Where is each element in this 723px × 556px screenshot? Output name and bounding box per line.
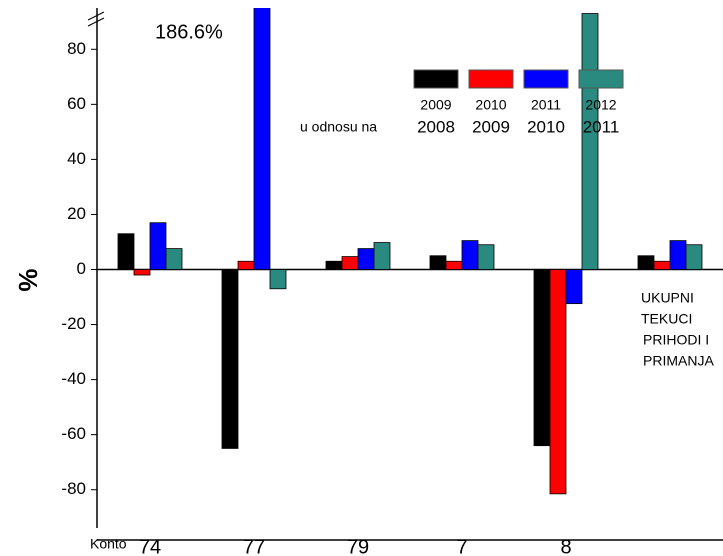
legend-label: 2010 bbox=[475, 97, 506, 113]
y-tick-label: -80 bbox=[61, 479, 86, 498]
bar bbox=[133, 269, 151, 276]
legend-swatch bbox=[578, 69, 624, 89]
bar bbox=[149, 222, 167, 270]
bar bbox=[669, 240, 687, 270]
y-tick-label: 80 bbox=[67, 39, 86, 58]
category-label: UKUPNI bbox=[641, 290, 694, 306]
bar bbox=[325, 260, 343, 270]
x-tick-label: 7 bbox=[456, 536, 467, 556]
x-tick-label: 74 bbox=[139, 536, 161, 556]
bar bbox=[253, 8, 271, 270]
legend-base: 2010 bbox=[527, 117, 565, 136]
category-label: PRIMANJA bbox=[643, 353, 714, 369]
legend-base: 2011 bbox=[583, 117, 620, 136]
bar bbox=[221, 269, 239, 449]
bar bbox=[357, 248, 375, 270]
category-label: TEKUCI bbox=[641, 311, 692, 327]
legend-prefix: u odnosu na bbox=[300, 119, 377, 135]
legend-base: 2009 bbox=[472, 117, 510, 136]
bar bbox=[117, 233, 135, 270]
y-tick-label: -20 bbox=[61, 314, 86, 333]
bar bbox=[533, 269, 551, 447]
bar bbox=[653, 260, 671, 270]
bars bbox=[117, 8, 703, 495]
y-tick-label: 60 bbox=[67, 94, 86, 113]
y-tick-label: 20 bbox=[67, 204, 86, 223]
annotation: 186.6% bbox=[155, 21, 223, 43]
bar bbox=[565, 269, 583, 305]
x-axis-label: Konto bbox=[90, 536, 127, 552]
bar bbox=[549, 269, 567, 495]
x-tick-label: 8 bbox=[560, 536, 571, 556]
bar bbox=[637, 255, 655, 270]
legend-swatch bbox=[468, 69, 514, 89]
y-tick-label: -40 bbox=[61, 369, 86, 388]
legend-base: 2008 bbox=[417, 117, 455, 136]
axis-break bbox=[87, 11, 105, 21]
bar bbox=[269, 269, 287, 290]
bar bbox=[165, 248, 183, 270]
x-tick-label: 77 bbox=[243, 536, 265, 556]
bar bbox=[685, 244, 703, 270]
bar bbox=[581, 13, 599, 270]
legend-swatch bbox=[413, 69, 459, 89]
bar bbox=[341, 256, 359, 270]
bar bbox=[461, 240, 479, 270]
axis-break bbox=[87, 17, 105, 27]
legend-label: 2009 bbox=[420, 97, 451, 113]
bar bbox=[429, 255, 447, 270]
legend-label: 2012 bbox=[585, 97, 616, 113]
bar bbox=[477, 244, 495, 270]
y-tick-label: -60 bbox=[61, 424, 86, 443]
bar bbox=[373, 242, 391, 270]
y-tick-label: 40 bbox=[67, 149, 86, 168]
bar bbox=[237, 260, 255, 270]
legend-label: 2011 bbox=[531, 97, 561, 113]
legend-swatch bbox=[523, 69, 569, 89]
y-tick-label: 0 bbox=[77, 259, 86, 278]
y-axis-label: % bbox=[13, 268, 43, 291]
x-tick-label: 79 bbox=[347, 536, 369, 556]
bar bbox=[445, 260, 463, 270]
category-label: PRIHODI I bbox=[643, 332, 709, 348]
